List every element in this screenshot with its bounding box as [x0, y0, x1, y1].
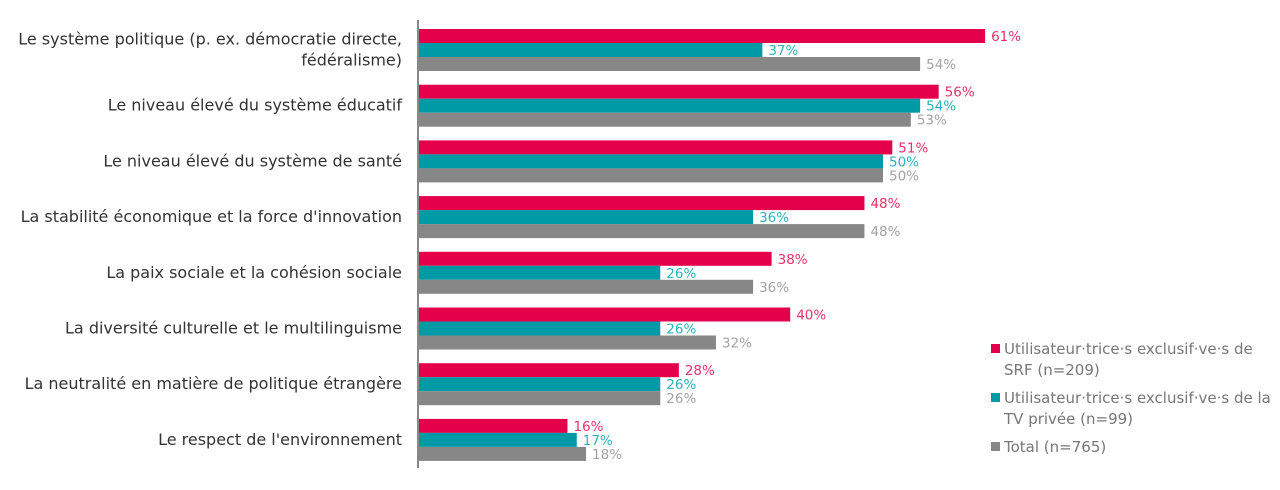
bar — [419, 196, 865, 211]
data-label: 51% — [898, 140, 928, 156]
bar — [419, 84, 939, 99]
category-label: Le respect de l'environnement — [158, 430, 402, 449]
legend-label: Total (n=765) — [1003, 438, 1106, 456]
legend-label: Utilisateur·trice·s exclusif·ve·s de la — [1004, 389, 1271, 407]
category-label: La diversité culturelle et le multilingu… — [65, 319, 402, 338]
data-label: 38% — [778, 252, 808, 268]
data-label: 32% — [722, 336, 752, 352]
legend-swatch — [991, 344, 1000, 353]
bar — [419, 112, 911, 127]
bar — [419, 98, 921, 113]
data-label: 56% — [945, 85, 975, 101]
legend-label: SRF (n=209) — [1004, 361, 1100, 379]
data-label: 53% — [917, 113, 947, 129]
data-label: 50% — [889, 154, 919, 170]
bar — [419, 446, 587, 461]
data-label: 48% — [870, 224, 900, 240]
bar — [419, 307, 791, 322]
legend-swatch — [991, 442, 1000, 451]
data-label: 54% — [926, 57, 956, 73]
legend-label: Utilisateur·trice·s exclusif·ve·s de — [1004, 340, 1253, 358]
bar — [419, 265, 661, 280]
bar — [419, 57, 921, 71]
bar — [419, 418, 568, 433]
bar — [419, 391, 661, 406]
data-label: 26% — [666, 266, 696, 282]
data-label: 26% — [666, 391, 696, 407]
bar — [419, 251, 772, 266]
category-label: Le niveau élevé du système éducatif — [108, 96, 403, 115]
data-label: 26% — [666, 322, 696, 338]
category-label: Le système politique (p. ex. démocratie … — [18, 30, 402, 49]
bar — [419, 279, 754, 294]
bar — [419, 140, 893, 155]
bar — [419, 210, 754, 225]
bar — [419, 432, 577, 447]
bar — [419, 168, 883, 183]
category-label: La stabilité économique et la force d'in… — [21, 207, 402, 226]
category-label: Le niveau élevé du système de santé — [103, 151, 402, 170]
data-label: 36% — [759, 280, 789, 296]
bar — [419, 363, 679, 378]
data-label: 26% — [666, 377, 696, 393]
data-label: 28% — [685, 363, 715, 379]
data-label: 16% — [573, 419, 603, 435]
category-label: La neutralité en matière de politique ét… — [25, 374, 402, 393]
bar — [419, 224, 865, 239]
data-label: 40% — [796, 308, 826, 324]
data-label: 36% — [759, 210, 789, 226]
data-label: 17% — [583, 433, 613, 449]
bar — [419, 321, 661, 336]
bar — [419, 29, 986, 43]
category-label: fédéralisme) — [301, 51, 402, 70]
data-label: 48% — [870, 196, 900, 212]
data-label: 18% — [592, 447, 622, 463]
category-label: La paix sociale et la cohésion sociale — [106, 263, 402, 282]
bar — [419, 377, 661, 392]
legend-swatch — [991, 393, 1000, 402]
data-label: 50% — [889, 168, 919, 184]
bar — [419, 335, 716, 350]
bar — [419, 154, 883, 169]
legend-label: TV privée (n=99) — [1003, 410, 1133, 428]
data-label: 61% — [991, 29, 1021, 45]
data-label: 37% — [768, 43, 798, 59]
bar — [419, 43, 763, 57]
data-label: 54% — [926, 99, 956, 115]
